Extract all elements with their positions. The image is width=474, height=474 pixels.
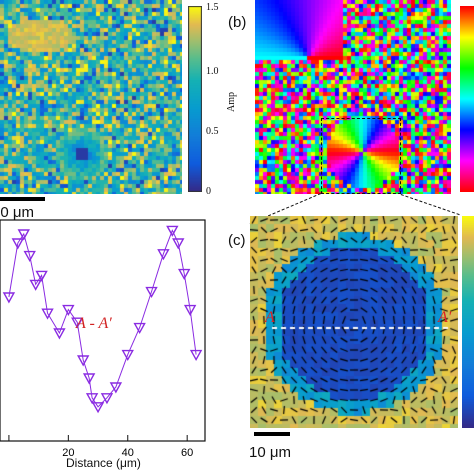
data-point [157, 249, 170, 261]
line-profile-plot: 20 40 60 A - A′ [0, 219, 206, 459]
data-point [17, 229, 30, 241]
marker-a-right: A' [438, 309, 452, 326]
data-point [53, 328, 66, 340]
data-point [11, 238, 25, 250]
profile-annotation: A - A′ [75, 315, 112, 332]
data-point [85, 393, 99, 405]
colorbar-c [462, 216, 474, 428]
data-point [91, 402, 105, 414]
data-point [133, 322, 146, 335]
data-point [183, 304, 197, 317]
marker-a-left: A [265, 309, 275, 326]
data-point [189, 349, 203, 362]
x-tick-label: 60 [181, 447, 193, 459]
data-point [41, 308, 54, 320]
x-tick-label: 20 [62, 447, 74, 459]
scalebar-c-label: 10 μm [249, 444, 291, 461]
vector-field-map [250, 216, 458, 428]
phase-colorbar [460, 6, 474, 192]
amplitude-map [0, 0, 182, 194]
series-line [8, 229, 197, 408]
x-axis-label: Distance (μm) [66, 456, 141, 470]
data-point [166, 225, 179, 237]
data-point [2, 292, 16, 304]
data-point [35, 270, 48, 282]
panel-b-label: (b) [228, 14, 247, 31]
data-point [145, 286, 158, 299]
data-point [178, 268, 191, 281]
scalebar-a-label: 50 μm [0, 204, 34, 221]
data-point [172, 238, 185, 250]
colorbar-a-label: Amp [226, 92, 237, 112]
cb-a-tick-0: 1.5 [206, 2, 219, 13]
plot-frame [0, 219, 206, 442]
data-point [76, 355, 90, 367]
cb-a-tick-3: 0 [206, 186, 211, 197]
data-point [100, 393, 114, 405]
data-point [121, 349, 134, 362]
zoom-line-right [400, 194, 460, 216]
cb-a-tick-1: 1.0 [206, 66, 219, 77]
panel-c-label: (c) [228, 232, 246, 249]
phase-map [255, 0, 451, 194]
data-point [29, 279, 42, 291]
data-point [23, 250, 36, 263]
amplitude-colorbar [188, 6, 202, 192]
zoom-region-box [321, 118, 401, 194]
scalebar-c [254, 432, 290, 436]
data-point [109, 382, 123, 394]
x-tick-label: 40 [122, 447, 134, 459]
scalebar-a [0, 197, 45, 201]
cb-a-tick-2: 0.5 [206, 126, 219, 137]
data-point [82, 373, 96, 385]
data-point [71, 317, 84, 329]
data-point [62, 304, 75, 317]
